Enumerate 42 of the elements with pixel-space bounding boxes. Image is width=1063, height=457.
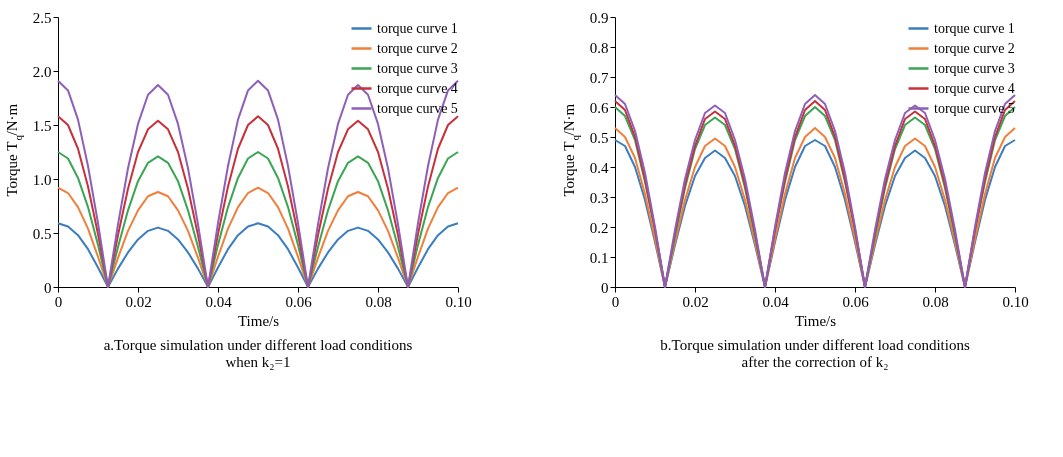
x-tick-label: 0.06 — [842, 293, 870, 310]
y-tick-label: 0.5 — [589, 129, 609, 146]
y-tick-label: 1.0 — [32, 171, 52, 188]
legend-label: torque curve 2 — [934, 40, 1015, 56]
y-tick-label: 0.5 — [32, 225, 52, 242]
x-axis-title: Time/s — [237, 312, 280, 329]
x-tick-label: 0 — [54, 293, 63, 310]
legend-label: torque curve 4 — [377, 80, 458, 96]
y-tick-label: 0.9 — [589, 9, 609, 26]
y-tick-label: 0.4 — [589, 159, 609, 176]
x-tick-label: 0.06 — [285, 293, 313, 310]
legend-label: torque curve 1 — [934, 20, 1015, 36]
text: a.Torque simulation under different load conditions when k₂=1 — [103, 337, 413, 370]
x-tick-label: 0.10 — [1002, 293, 1029, 310]
y-axis-title: Torque Tq/N·m — [4, 103, 24, 197]
x-tick-label: 0.04 — [205, 293, 233, 310]
y-tick-label: 2.5 — [32, 9, 52, 26]
y-tick-label: 2.0 — [32, 63, 52, 80]
y-axis-title: Torque Tq/N·m — [561, 103, 581, 197]
x-axis-title: Time/s — [794, 312, 837, 329]
x-tick-label: 0 — [611, 293, 620, 310]
legend-label: torque curve 1 — [377, 20, 458, 36]
y-tick-label: 0.3 — [589, 189, 609, 206]
y-tick-label: 0.2 — [589, 219, 609, 236]
y-tick-label: 0.8 — [589, 39, 609, 56]
legend-label: torque curve 4 — [934, 80, 1015, 96]
y-tick-label: 0.6 — [589, 99, 609, 116]
y-tick-label: 0.1 — [589, 249, 609, 266]
x-tick-label: 0.08 — [922, 293, 949, 310]
legend-label: torque curve 3 — [934, 60, 1015, 76]
x-tick-label: 0.10 — [445, 293, 472, 310]
y-tick-label: 0 — [44, 279, 52, 296]
legend-label: torque curve 2 — [377, 40, 458, 56]
y-tick-label: 0.7 — [589, 69, 609, 86]
x-tick-label: 0.04 — [762, 293, 790, 310]
x-tick-label: 0.02 — [125, 293, 152, 310]
legend-label: torque curve 3 — [377, 60, 458, 76]
x-tick-label: 0.08 — [365, 293, 392, 310]
x-tick-label: 0.02 — [682, 293, 709, 310]
y-tick-label: 0 — [601, 279, 609, 296]
text: b.Torque simulation under different load conditions after the correction of k₂ — [660, 337, 970, 370]
y-tick-label: 1.5 — [32, 117, 52, 134]
